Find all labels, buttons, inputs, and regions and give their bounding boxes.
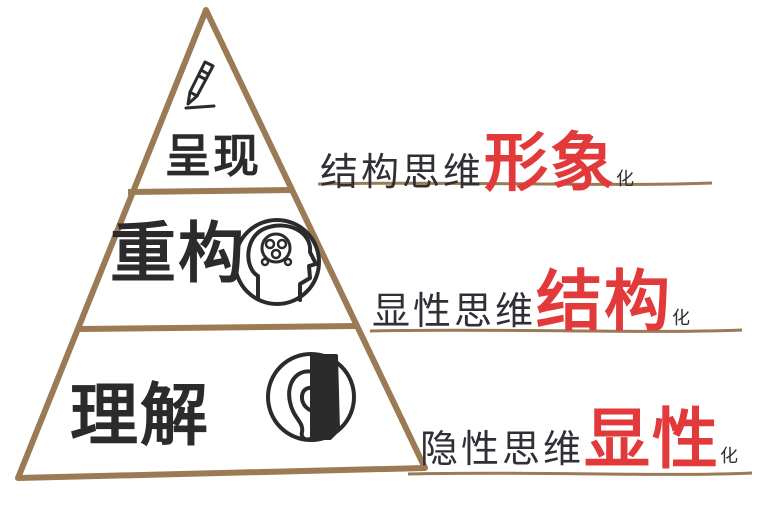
phrase-suffix-2: 化 [672,308,691,329]
phrase-underline-2 [369,328,743,333]
phrase-row-1: 结构思维形象化 [320,112,634,204]
level-label-present: 呈现 [165,129,261,183]
phrase-emphasis-3: 显性 [584,401,721,478]
phrase-suffix-1: 化 [616,169,635,190]
phrase-base-2: 显性思维 [372,289,537,333]
head-brain-icon [233,218,321,306]
phrase-base-1: 结构思维 [320,150,485,194]
level-divider-2 [79,323,357,332]
pen-icon [184,60,216,110]
ear-icon [266,352,356,442]
phrase-row-2: 显性思维结构化 [372,248,690,344]
phrase-emphasis-2: 结构 [536,263,673,340]
phrase-emphasis-1: 形象 [484,127,617,201]
level-divider-1 [127,187,292,195]
pyramid-outline [15,7,428,481]
level-label-understand: 理解 [70,377,211,456]
phrase-row-3: 隐性思维显性化 [420,386,738,482]
phrase-base-3: 隐性思维 [420,427,585,471]
level-label-reconstruct: 重构 [110,215,246,292]
phrase-suffix-3: 化 [720,446,739,467]
phrase-underline-3 [407,471,753,476]
phrase-underline-1 [317,181,713,186]
